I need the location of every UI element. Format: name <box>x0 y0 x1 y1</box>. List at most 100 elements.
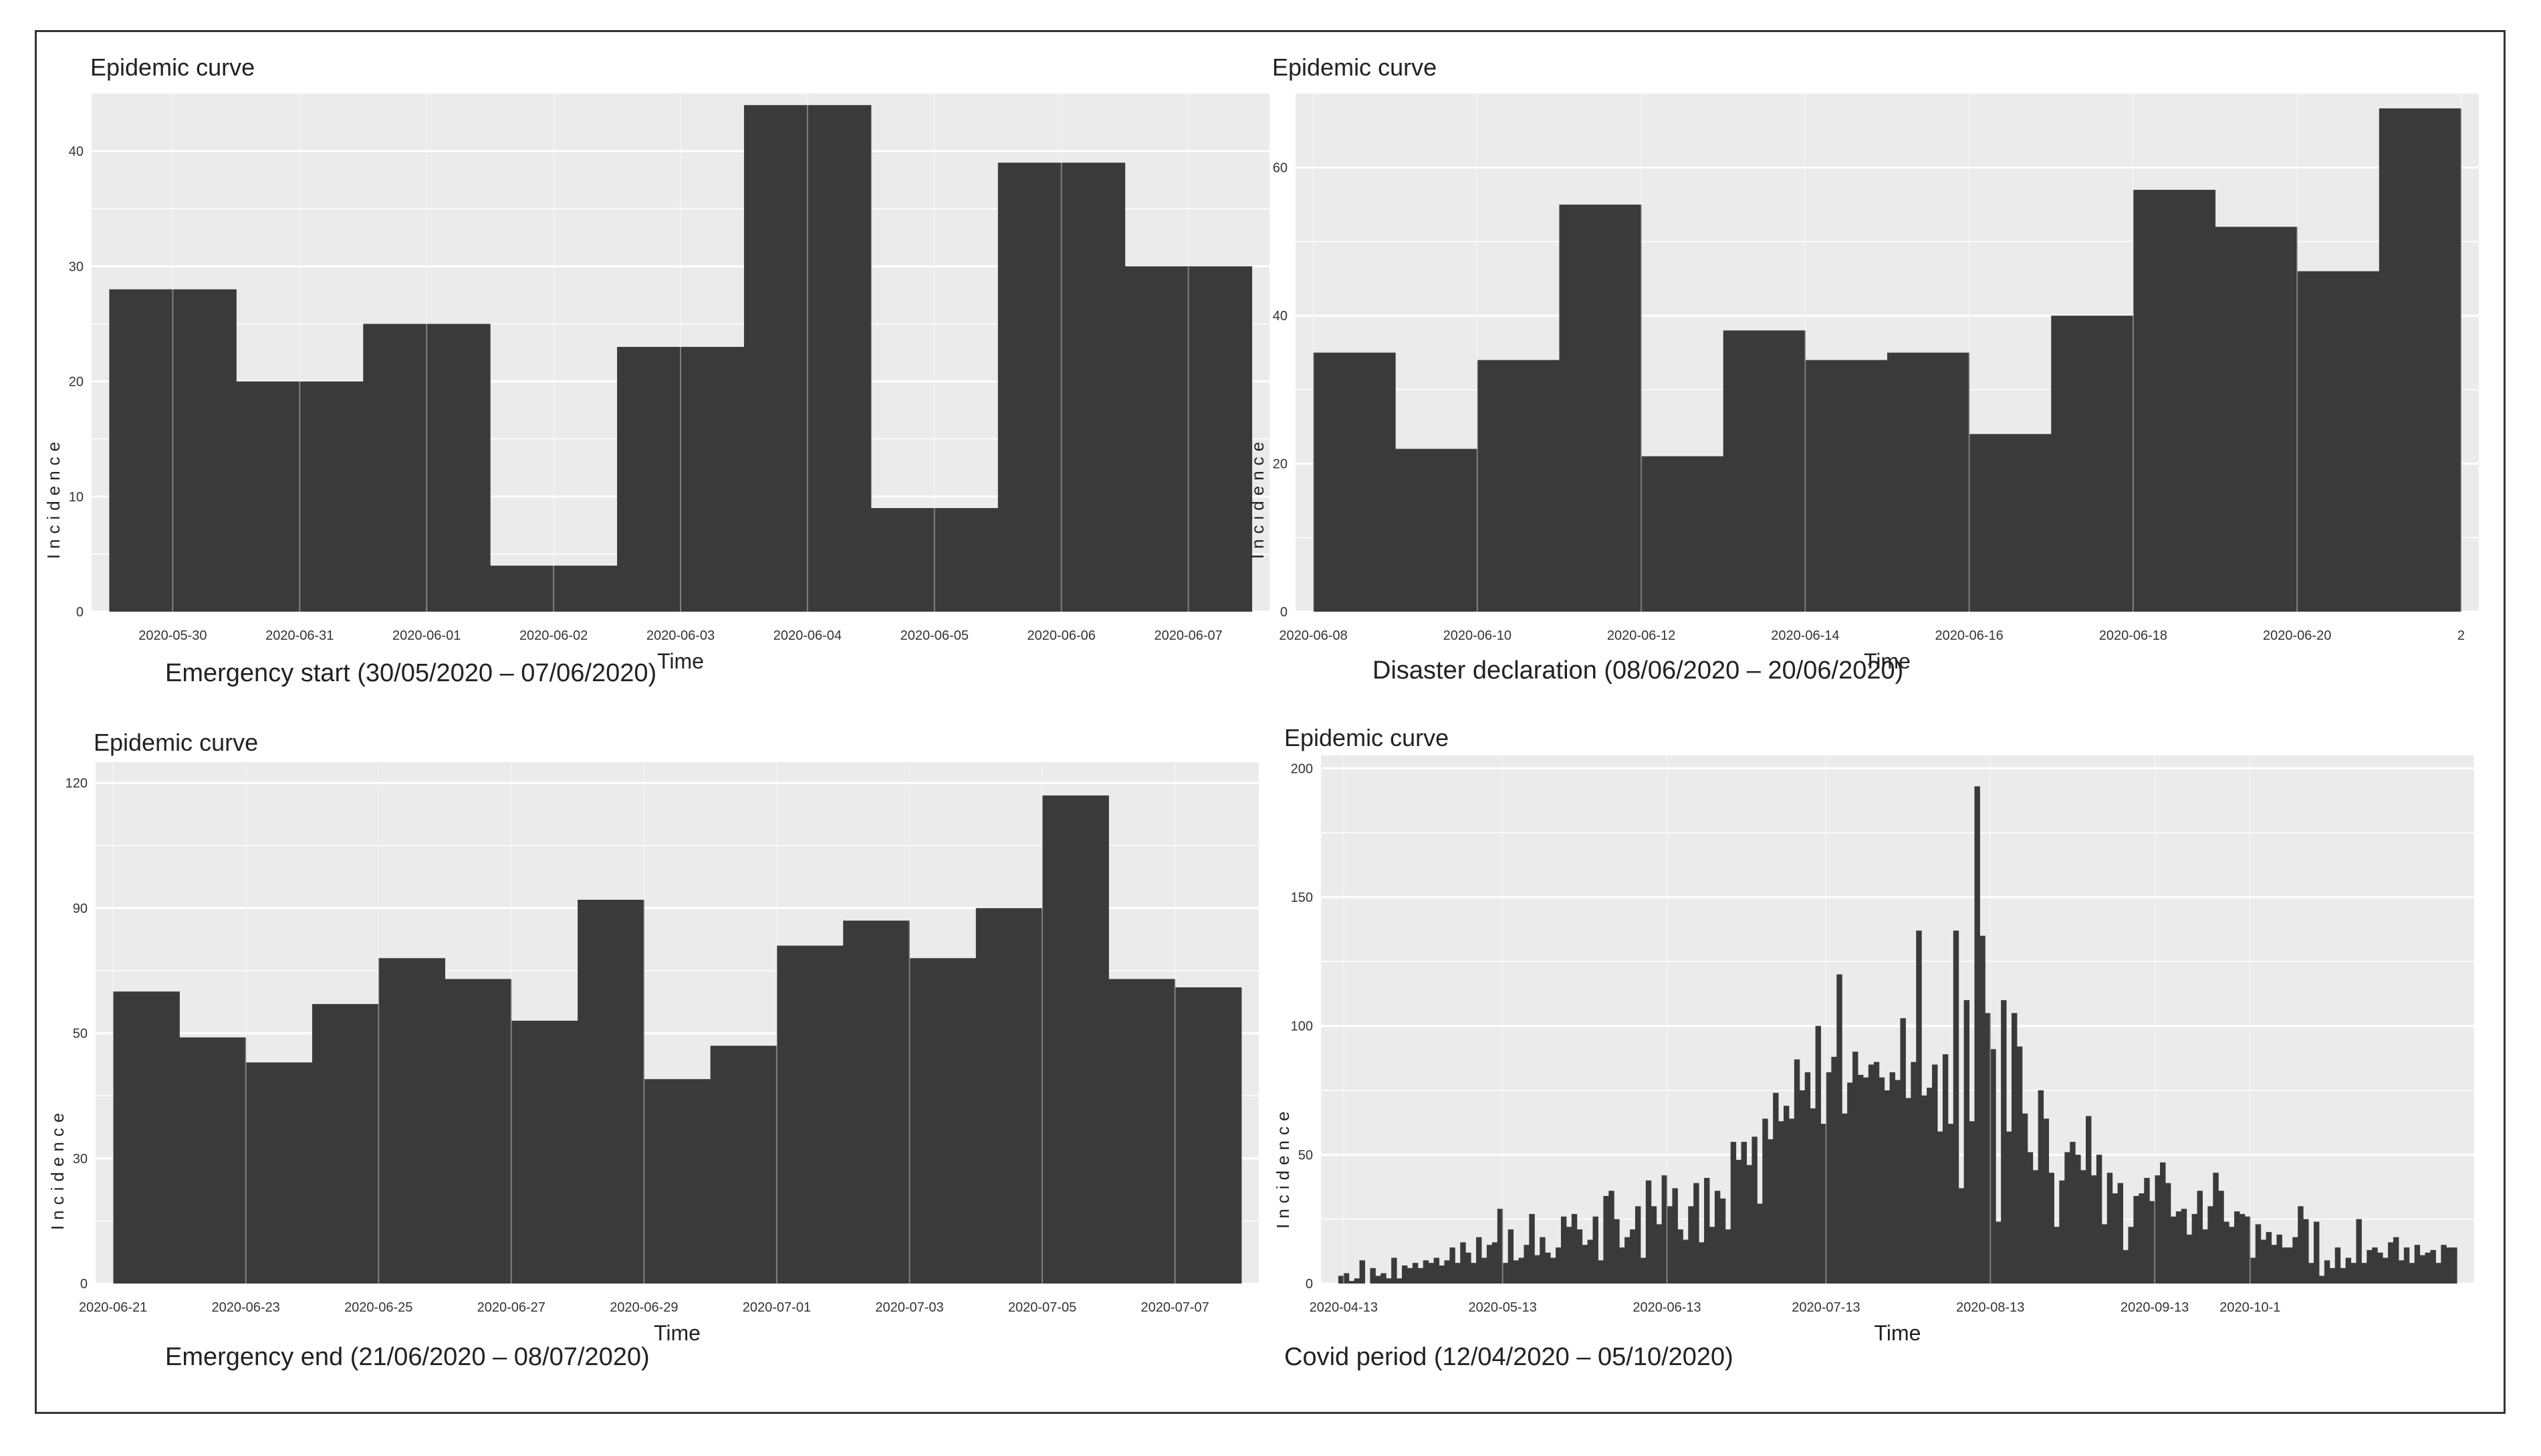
bar <box>109 289 237 612</box>
bar <box>1491 1242 1498 1284</box>
y-tick-label: 90 <box>73 901 88 916</box>
bar <box>1820 1124 1826 1284</box>
x-tick-label: 2020-06-03 <box>646 628 715 643</box>
bar <box>1524 1245 1530 1284</box>
bar <box>1725 1229 1731 1284</box>
bar <box>2441 1245 2447 1284</box>
x-tick-label: 2020-06-01 <box>392 628 461 643</box>
bar <box>2340 1267 2346 1284</box>
bar <box>1433 1257 1440 1284</box>
x-tick-label: 2020-05-30 <box>138 628 207 643</box>
x-tick-label: 2020-06-20 <box>2263 628 2331 643</box>
bar <box>1905 1098 1911 1284</box>
panel-title: Epidemic curve <box>1284 724 1449 751</box>
bar <box>1995 1221 2002 1284</box>
bar <box>1900 1018 1906 1284</box>
bar <box>2160 1162 2166 1284</box>
bar <box>1735 1160 1742 1284</box>
bar <box>2070 1142 2076 1284</box>
figure-frame: Epidemic curve 0 10 20 30 40 2020-05-30 2020-0… <box>35 30 2506 1414</box>
bar <box>2329 1267 2336 1284</box>
panel-emergency-start: Epidemic curve 0 10 20 30 40 2020-05-30 2020-0… <box>37 32 1272 724</box>
bar <box>2276 1234 2282 1284</box>
bar <box>2250 1257 2256 1284</box>
bar <box>2165 1183 2171 1284</box>
x-tick-label: 2020-07-07 <box>1140 1300 1209 1315</box>
bar <box>1784 1106 1790 1284</box>
y-tick-label: 30 <box>69 259 84 274</box>
x-tick-label: 2020-05-13 <box>1469 1300 1537 1315</box>
bar <box>2011 1013 2018 1284</box>
bar <box>843 921 910 1284</box>
bar <box>1714 1191 1721 1284</box>
x-tick-label: 2020-06-31 <box>265 628 334 643</box>
bar <box>2425 1252 2431 1284</box>
panel-caption: Covid period (12/04/2020 – 05/10/2020) <box>1284 1343 1733 1371</box>
y-tick-label: 20 <box>69 375 84 390</box>
y-tick-label: 40 <box>69 144 84 159</box>
bar <box>1630 1229 1636 1284</box>
bar <box>2271 1245 2278 1284</box>
x-tick-label: 2020-06-16 <box>1935 628 2003 643</box>
bar <box>1672 1188 1678 1284</box>
y-tick-label: 0 <box>1306 1277 1313 1292</box>
bar <box>1979 935 1985 1284</box>
bar <box>1887 352 1970 612</box>
bar <box>2096 1155 2102 1284</box>
bar <box>1338 1276 1344 1284</box>
bar <box>1571 1213 1578 1284</box>
bar <box>1619 1247 1625 1284</box>
bar <box>1719 1198 1726 1284</box>
x-tick-label: 2020-06-29 <box>610 1300 678 1315</box>
bar <box>2314 1221 2320 1284</box>
bar <box>2266 1231 2272 1284</box>
bar <box>1942 1054 1949 1284</box>
bar <box>1481 1257 1487 1284</box>
bar <box>1741 1142 1747 1284</box>
bar <box>2207 1206 2213 1284</box>
bar <box>2080 1170 2086 1284</box>
bar <box>1359 1260 1366 1284</box>
y-tick-label: 50 <box>73 1027 88 1042</box>
x-tick-label: 2020-10-1 <box>2219 1300 2280 1315</box>
bar <box>2318 1276 2325 1284</box>
bar <box>1556 1247 1562 1284</box>
bar <box>2350 1263 2356 1284</box>
bar <box>1645 1180 1652 1284</box>
bar <box>1651 1206 1657 1284</box>
bar <box>1852 1052 1858 1284</box>
x-tick-label: 2020-06-14 <box>1771 628 1839 643</box>
bar <box>2202 1229 2208 1284</box>
bar <box>1502 1263 1509 1284</box>
panel-emergency-end: Epidemic curve 0 30 50 90 120 2020-06-21 2020-… <box>37 724 1272 1416</box>
bar <box>2234 1211 2240 1284</box>
bar <box>1391 1257 1397 1284</box>
bar <box>1124 266 1253 612</box>
bar <box>2398 1260 2405 1284</box>
x-tick-label: 2020-06-13 <box>1632 1300 1701 1315</box>
bar <box>578 899 644 1284</box>
bar <box>1598 1260 1604 1284</box>
bar <box>1794 1059 1800 1284</box>
x-tick-label: 2020-06-25 <box>344 1300 412 1315</box>
bar <box>1884 1090 1891 1284</box>
bar <box>2054 1227 2060 1284</box>
bar <box>1873 1062 1880 1284</box>
y-tick-label: 30 <box>73 1152 88 1167</box>
bar <box>1444 1260 1450 1284</box>
bar <box>1921 1095 1927 1284</box>
y-tick-label: 120 <box>66 776 88 791</box>
bar <box>2372 1247 2378 1284</box>
bar <box>1773 1092 1779 1284</box>
bar <box>1640 1257 1647 1284</box>
bar <box>1614 1219 1620 1284</box>
bar <box>2149 1201 2155 1284</box>
x-tick-label: 2020-06-02 <box>519 628 588 643</box>
bar <box>2361 1263 2367 1284</box>
bar <box>2191 1213 2198 1284</box>
bar <box>2128 1227 2134 1284</box>
bar <box>2006 1131 2012 1284</box>
bar <box>1990 1049 1996 1284</box>
bar <box>2133 189 2216 612</box>
bar <box>1402 1265 1408 1284</box>
